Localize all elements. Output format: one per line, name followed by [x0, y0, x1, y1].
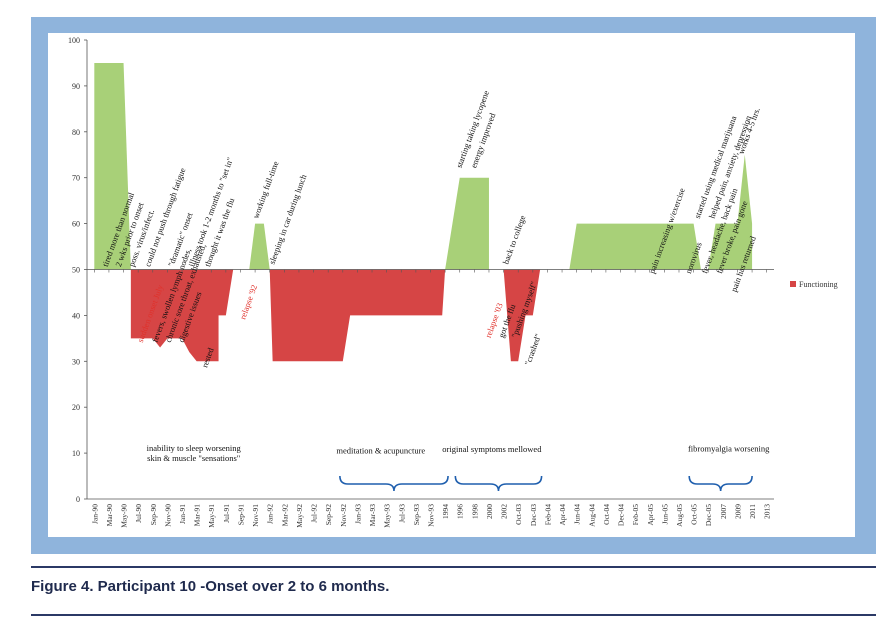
- x-tick-label-21: Jul-93: [397, 504, 406, 523]
- x-tick-label-39: Jun-05: [660, 504, 669, 525]
- area-above-5: [708, 154, 753, 270]
- x-tick-label-26: 1998: [470, 504, 479, 519]
- x-tick-label-45: 2011: [748, 504, 757, 519]
- x-tick-label-41: Oct-05: [690, 504, 699, 525]
- caption-rule-top: [31, 566, 876, 568]
- y-tick-label-30: 30: [72, 357, 80, 366]
- note-label-3-0: fibromyalgia worsening: [688, 443, 770, 453]
- x-tick-label-4: Sep-90: [149, 504, 158, 525]
- x-tick-label-37: Feb-05: [631, 504, 640, 525]
- area-below-3: [503, 269, 541, 362]
- x-tick-label-35: Oct-04: [602, 504, 611, 525]
- x-tick-label-40: Aug-05: [675, 504, 684, 527]
- area-below-2: [269, 269, 446, 362]
- x-tick-label-15: Jul-92: [310, 504, 319, 523]
- x-tick-label-23: Nov-93: [427, 504, 436, 527]
- x-tick-label-18: Jan-93: [353, 504, 362, 524]
- note-label-2-0: original symptoms mellowed: [442, 444, 542, 454]
- x-tick-label-24: 1994: [441, 504, 450, 519]
- x-tick-label-25: 1996: [456, 504, 465, 519]
- x-tick-label-22: Sep-93: [412, 504, 421, 525]
- caption-rule-bottom: [31, 614, 876, 616]
- annotation-label-20: relapse '92: [237, 283, 259, 320]
- note-label-0-0: inability to sleep worsening: [147, 443, 242, 453]
- brace-0: [339, 475, 449, 492]
- x-tick-label-7: Mar-91: [193, 504, 202, 527]
- x-tick-label-0: Jan-90: [90, 504, 99, 524]
- x-tick-label-8: May-91: [207, 504, 216, 528]
- y-tick-label-0: 0: [76, 495, 80, 504]
- x-tick-label-30: Dec-03: [529, 504, 538, 526]
- annotation-label-8: sleeping in car during lunch: [267, 172, 309, 265]
- annotation-label-7: working full-time: [251, 159, 281, 219]
- x-tick-label-42: Dec-05: [704, 504, 713, 526]
- x-tick-label-3: Jul-90: [134, 504, 143, 523]
- y-tick-label-20: 20: [72, 403, 80, 412]
- x-tick-label-38: Apr-05: [646, 504, 655, 526]
- x-tick-label-43: 2007: [719, 504, 728, 519]
- x-tick-label-31: Feb-04: [543, 504, 552, 525]
- legend-swatch-functioning: [790, 281, 796, 287]
- x-tick-label-44: 2009: [733, 504, 742, 519]
- annotation-label-24: "crashed": [522, 332, 543, 366]
- y-tick-label-80: 80: [72, 128, 80, 137]
- brace-1: [454, 475, 543, 492]
- x-tick-label-13: Mar-92: [280, 504, 289, 527]
- area-above-2: [249, 223, 270, 270]
- area-above-4: [569, 223, 701, 270]
- y-tick-label-40: 40: [72, 311, 80, 320]
- figure-caption: Figure 4. Participant 10 -Onset over 2 t…: [31, 578, 390, 595]
- x-tick-label-34: Aug-04: [587, 504, 596, 527]
- x-tick-label-11: Nov-91: [251, 504, 260, 527]
- x-tick-label-27: 2000: [485, 504, 494, 519]
- x-tick-label-1: Mar-90: [105, 504, 114, 527]
- y-tick-label-70: 70: [72, 174, 80, 183]
- note-label-0-1: skin & muscle "sensations": [147, 453, 240, 463]
- y-tick-label-60: 60: [72, 220, 80, 229]
- x-tick-label-10: Sep-91: [236, 504, 245, 525]
- y-tick-label-10: 10: [72, 449, 80, 458]
- x-tick-label-20: May-93: [383, 504, 392, 528]
- x-tick-label-16: Sep-92: [324, 504, 333, 525]
- y-tick-label-50: 50: [72, 266, 80, 275]
- x-tick-label-14: May-92: [295, 504, 304, 528]
- x-tick-label-29: Oct-03: [514, 504, 523, 525]
- y-tick-label-100: 100: [68, 36, 80, 45]
- x-tick-label-28: 2002: [500, 504, 509, 519]
- area-above-1: [94, 62, 131, 270]
- x-tick-label-2: May-90: [120, 504, 129, 528]
- x-tick-label-32: Apr-04: [558, 504, 567, 526]
- annotation-label-11: back to college: [500, 214, 527, 266]
- area-below-1: [130, 269, 234, 362]
- x-tick-label-6: Jan-91: [178, 504, 187, 524]
- x-tick-label-17: Nov-92: [339, 504, 348, 527]
- brace-2: [688, 475, 753, 492]
- x-tick-label-33: Jun-04: [573, 504, 582, 525]
- x-tick-label-19: Mar-93: [368, 504, 377, 527]
- note-label-1-0: meditation & acupuncture: [336, 446, 425, 456]
- legend-label-functioning: Functioning: [799, 280, 838, 289]
- y-tick-label-90: 90: [72, 82, 80, 91]
- x-tick-label-12: Jan-92: [266, 504, 275, 524]
- x-tick-label-9: Jul-91: [222, 504, 231, 523]
- x-tick-label-5: Nov-90: [163, 504, 172, 527]
- x-tick-label-46: 2013: [763, 504, 772, 519]
- x-tick-label-36: Dec-04: [617, 504, 626, 526]
- area-above-3: [445, 177, 489, 270]
